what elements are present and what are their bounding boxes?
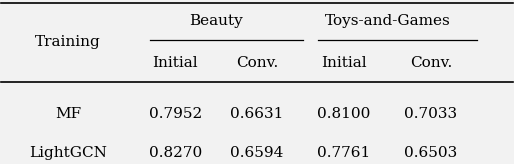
Text: 0.7952: 0.7952: [149, 107, 202, 121]
Text: 0.6503: 0.6503: [404, 146, 457, 160]
Text: MF: MF: [55, 107, 81, 121]
Text: 0.7033: 0.7033: [404, 107, 457, 121]
Text: 0.6631: 0.6631: [230, 107, 284, 121]
Text: Conv.: Conv.: [410, 56, 452, 70]
Text: 0.6594: 0.6594: [230, 146, 284, 160]
Text: Toys-and-Games: Toys-and-Games: [324, 14, 450, 28]
Text: 0.7761: 0.7761: [317, 146, 371, 160]
Text: Beauty: Beauty: [189, 14, 243, 28]
Text: 0.8270: 0.8270: [149, 146, 202, 160]
Text: Conv.: Conv.: [236, 56, 278, 70]
Text: Training: Training: [35, 35, 101, 49]
Text: Initial: Initial: [152, 56, 198, 70]
Text: 0.8100: 0.8100: [317, 107, 371, 121]
Text: LightGCN: LightGCN: [29, 146, 107, 160]
Text: Initial: Initial: [321, 56, 366, 70]
